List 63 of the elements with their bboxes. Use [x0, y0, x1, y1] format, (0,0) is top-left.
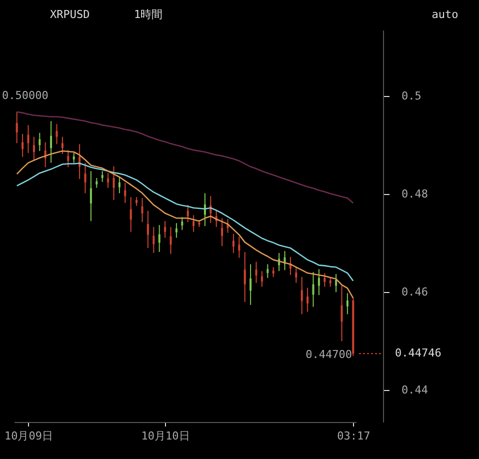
candlestick — [340, 285, 343, 342]
candlestick — [96, 177, 98, 188]
x-tick-label: 10月10日 — [141, 430, 190, 442]
y-tick-label: 0.44 — [402, 384, 428, 397]
candlestick — [158, 224, 160, 252]
y-tick-label: 0.5 — [402, 90, 422, 103]
chart-title: XRPUSD — [50, 8, 90, 21]
candlestick — [130, 196, 132, 232]
candlestick — [238, 236, 240, 258]
candlestick — [266, 264, 269, 278]
candlestick — [146, 210, 149, 249]
candlestick — [32, 136, 35, 160]
candlestick — [101, 170, 104, 182]
annotation: 0.50000 — [2, 89, 48, 102]
candlestick — [38, 132, 41, 152]
ref-line-label: 0.44746 — [395, 346, 442, 360]
candlestick — [181, 216, 184, 230]
candlestick — [186, 204, 189, 223]
candlestick — [107, 172, 110, 188]
candlestick — [318, 268, 320, 296]
candlestick — [244, 251, 246, 302]
y-tick-label: 0.46 — [402, 286, 428, 299]
x-tick-label: 10月09日 — [4, 430, 53, 442]
annotation: 0.44700 — [306, 348, 352, 361]
candlestick — [72, 152, 75, 164]
candlestick — [141, 198, 144, 223]
candlestick — [170, 226, 172, 254]
candlestick — [118, 176, 120, 194]
line-series — [16, 150, 354, 299]
candlestick — [300, 276, 303, 315]
candlestick — [67, 150, 70, 168]
candlestick — [152, 226, 155, 254]
candlestick — [50, 120, 52, 164]
candlestick — [306, 287, 309, 312]
candlestick — [324, 272, 326, 288]
candlestick — [335, 274, 338, 293]
chart-subtitle: 1時間 — [134, 8, 163, 21]
candlestick — [272, 266, 274, 278]
candlestick — [90, 170, 92, 222]
candlestick — [61, 136, 64, 154]
candlestick — [124, 182, 126, 204]
x-tick-label: 03:17 — [337, 430, 370, 442]
candlestick — [250, 264, 252, 306]
candlestick — [56, 124, 58, 145]
candlestick — [255, 261, 258, 284]
candlestick — [175, 222, 178, 238]
candlestick — [295, 266, 298, 284]
candlestick — [164, 220, 166, 238]
candlestick — [192, 214, 195, 232]
candlestick — [16, 111, 18, 144]
candlestick — [27, 124, 30, 154]
candlestick — [329, 276, 332, 288]
candlestick — [22, 133, 24, 158]
candlestick — [346, 292, 348, 315]
candlestick — [112, 166, 115, 201]
y-tick-label: 0.48 — [402, 188, 428, 201]
candlestick — [260, 270, 263, 288]
candlestick — [232, 233, 234, 254]
line-series — [16, 111, 354, 204]
candlestick — [84, 162, 86, 194]
candlestick — [312, 272, 314, 308]
candlestick — [221, 218, 224, 247]
text: auto — [432, 8, 458, 21]
